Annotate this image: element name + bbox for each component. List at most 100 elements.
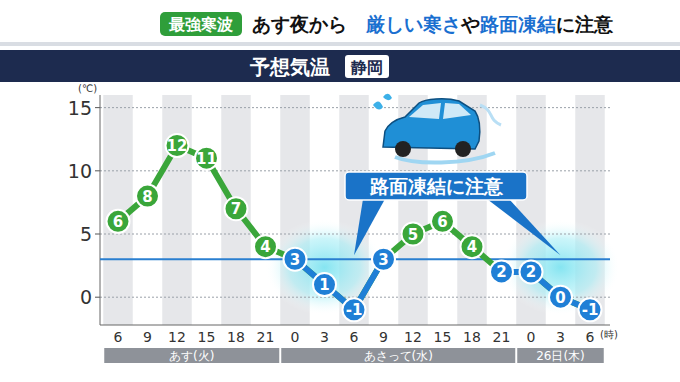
x-tick-label: 15: [434, 329, 452, 345]
x-tick-label: 9: [379, 329, 388, 345]
grid-line: [100, 170, 610, 171]
temperature-marker: [225, 197, 248, 220]
car-skid: [480, 105, 501, 125]
data-label: 0: [555, 289, 565, 307]
x-tick-label: 15: [198, 329, 216, 345]
y-tick: [95, 170, 100, 171]
data-label: 11: [196, 150, 217, 168]
annotation-box: [345, 172, 527, 200]
x-axis-label: (時): [600, 329, 618, 340]
temperature-marker: [343, 298, 366, 321]
data-label: 7: [231, 200, 241, 218]
x-tick-label: 12: [168, 329, 186, 345]
day-label: あす(火): [169, 349, 214, 363]
x-tick-label: 18: [463, 329, 481, 345]
x-tick-label: 18: [227, 329, 245, 345]
data-label: 6: [437, 213, 447, 231]
temperature-marker: [549, 286, 572, 309]
data-label: 6: [113, 213, 123, 231]
temperature-marker: [107, 210, 130, 233]
day-band: [517, 348, 604, 363]
annotation-pointer: [354, 199, 385, 255]
x-tick-label: 6: [114, 329, 123, 345]
x-tick-label: 3: [320, 329, 329, 345]
day-label: 26日(木): [536, 349, 585, 363]
day-band: [104, 348, 279, 363]
header-bg: [0, 0, 680, 44]
car-window: [409, 103, 441, 119]
car-icon: [373, 94, 501, 163]
temperature-marker: [490, 260, 513, 283]
data-label: 12: [167, 137, 188, 155]
data-label: -1: [582, 301, 599, 319]
y-axis-label: (℃): [78, 83, 97, 94]
data-label: 1: [319, 276, 329, 294]
car-wheel: [455, 141, 471, 157]
subtitle-badge: [345, 55, 389, 78]
annotation-pointer: [487, 199, 561, 255]
title-band: [0, 50, 680, 82]
x-tick-label: 6: [350, 329, 359, 345]
x-tick-label: 6: [586, 329, 595, 345]
data-label: 4: [260, 238, 270, 256]
data-label: 3: [290, 251, 300, 269]
day-label: あさって(水): [364, 349, 433, 363]
temperature-marker: [372, 248, 395, 271]
headline-part: や: [460, 13, 480, 35]
header-rule: [0, 42, 680, 46]
chart-root: 最強寒波あす夜から 厳しい寒さや路面凍結に注意予想気温静岡051015(℃)69…: [0, 0, 680, 382]
x-tick-label: 12: [404, 329, 422, 345]
temperature-line: [118, 146, 590, 310]
x-tick-label: 21: [257, 329, 275, 345]
car-drop: [383, 94, 392, 101]
x-tick-label: 21: [493, 329, 511, 345]
temperature-marker: [520, 260, 543, 283]
day-band: [281, 348, 515, 363]
chart-title: 予想気温: [249, 55, 330, 79]
grid-line: [100, 107, 610, 108]
car-wheel: [395, 141, 411, 157]
y-tick: [95, 297, 100, 298]
data-label: -1: [346, 301, 363, 319]
annotation-text: 路面凍結に注意: [369, 175, 504, 197]
header-tag-bg: [160, 12, 242, 36]
temperature-marker: [313, 273, 336, 296]
data-group: [107, 134, 602, 321]
headline-part: 路面凍結: [479, 13, 556, 35]
temperature-marker: [284, 248, 307, 271]
temperature-marker: [195, 147, 218, 170]
header-tag: 最強寒波: [168, 15, 233, 34]
y-tick-label: 15: [68, 97, 92, 119]
temperature-marker: [431, 210, 454, 233]
y-tick-label: 0: [80, 286, 92, 308]
car-drop: [373, 101, 383, 109]
data-label: 2: [526, 263, 536, 281]
temperature-marker: [461, 235, 484, 258]
data-label: 3: [378, 251, 388, 269]
car-ice: [395, 153, 495, 163]
data-label: 4: [467, 238, 477, 256]
column-stripe: [221, 95, 251, 325]
y-tick-label: 10: [68, 160, 92, 182]
y-axis: [100, 95, 101, 325]
headline-part: あす夜から: [252, 13, 366, 35]
y-tick: [95, 107, 100, 108]
x-tick-label: 3: [556, 329, 565, 345]
y-tick: [95, 234, 100, 235]
column-stripe: [162, 95, 192, 325]
data-label: 5: [408, 226, 418, 244]
y-tick-label: 5: [80, 223, 92, 245]
temperature-marker: [254, 235, 277, 258]
temperature-marker: [166, 134, 189, 157]
data-label: 2: [496, 263, 506, 281]
x-tick-label: 0: [527, 329, 536, 345]
temperature-marker: [402, 223, 425, 246]
x-tick-label: 9: [143, 329, 152, 345]
headline: あす夜から 厳しい寒さや路面凍結に注意: [252, 13, 614, 35]
headline-part: 厳しい寒さ: [365, 13, 461, 35]
x-tick-label: 0: [291, 329, 300, 345]
data-label: 8: [142, 188, 152, 206]
chart-subtitle: 静岡: [350, 58, 383, 77]
x-axis: [100, 325, 610, 326]
headline-part: に注意: [556, 13, 614, 35]
